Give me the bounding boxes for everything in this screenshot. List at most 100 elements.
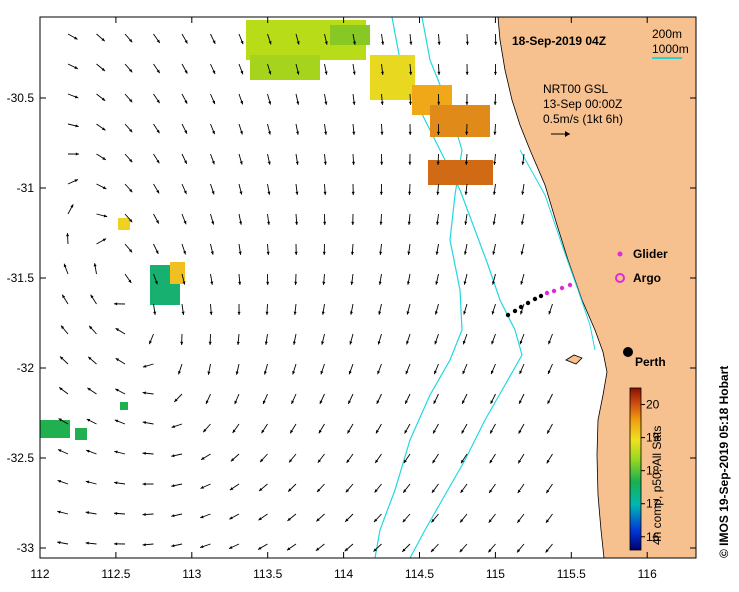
velocity-arrowhead [373,518,378,523]
velocity-arrowhead [266,251,270,255]
velocity-arrowhead [492,191,496,195]
glider-track [505,282,573,318]
velocity-arrowhead [373,548,377,552]
velocity-arrowhead [379,191,383,195]
velocity-arrowhead [380,161,384,165]
velocity-arrowhead [546,459,550,464]
velocity-arrowhead [209,311,213,315]
y-tick-label: -31.5 [7,271,35,285]
velocity-arrowhead [518,459,522,464]
velocity-arrowhead [66,233,70,237]
velocity-arrowhead [408,161,412,165]
velocity-arrowhead [345,488,350,493]
velocity-arrowhead [465,131,469,135]
velocity-arrowhead [114,511,118,515]
velocity-arrowhead [74,66,78,69]
velocity-arrowhead [156,69,160,74]
velocity-arrowhead [463,251,467,255]
velocity-arrowhead [211,221,215,225]
velocity-arrowhead [183,190,187,195]
velocity-arrowhead [174,398,178,402]
velocity-arrowhead [402,518,406,523]
x-tick-label: 116 [638,567,657,581]
velocity-arrowhead [547,370,551,375]
velocity-arrowhead [436,131,440,135]
velocity-arrowhead [261,429,265,434]
x-tick-label: 114 [334,567,353,581]
velocity-arrowhead [290,429,294,434]
velocity-arrowhead [74,36,78,40]
velocity-arrowhead [156,159,160,164]
velocity-arrowhead [128,248,133,253]
velocity-arrowhead [235,371,239,375]
velocity-arrowhead [200,545,204,548]
velocity-arrowhead [90,294,94,299]
velocity-arrowhead [377,341,381,345]
velocity-arrowhead [234,400,238,405]
velocity-arrowhead [349,341,353,345]
velocity-arrowhead [178,370,181,375]
velocity-arrowhead [431,489,436,493]
velocity-arrowhead [184,130,187,134]
velocity-arrowhead [461,459,465,464]
velocity-arrowhead [378,281,382,285]
velocity-arrowhead [293,311,297,315]
velocity-arrowhead [102,238,107,242]
velocity-arrowhead [289,459,293,463]
velocity-arrowhead [437,101,441,105]
velocity-arrowhead [171,484,175,488]
plot-frame [39,16,697,559]
velocity-arrowhead [267,221,271,225]
velocity-arrowhead [260,458,264,463]
velocity-arrowhead [101,97,106,101]
velocity-arrowhead [516,549,521,553]
velocity-arrowhead [351,191,355,195]
velocity-arrowhead [115,358,120,362]
velocity-arrowhead [316,518,320,522]
velocity-arrowhead [171,544,175,548]
velocity-arrowhead [406,340,410,345]
x-tick-label: 115 [486,567,505,581]
velocity-arrowhead [490,430,493,434]
y-tick-label: -30.5 [7,91,35,105]
velocity-arrowhead [405,370,409,375]
velocity-arrowhead [171,514,175,518]
velocity-arrowhead [295,221,299,225]
velocity-arrowhead [239,161,243,165]
velocity-arrowhead [93,263,97,267]
velocity-arrowhead [267,191,271,195]
velocity-arrowhead [520,251,524,255]
velocity-arrowhead [519,370,523,375]
velocity-arrowhead [296,71,300,75]
velocity-arrowhead [258,517,262,521]
velocity-arrowhead [465,101,469,105]
velocity-arrowhead [212,40,216,44]
velocity-arrowhead [321,341,325,345]
velocity-arrowhead [433,430,436,434]
colorbar-ticks: 20 19 18 17 16 [641,398,660,544]
velocity-arrowhead [86,449,90,453]
colorbar-tick-label: 17 [646,497,660,511]
velocity-arrowhead [240,100,244,105]
velocity-arrowhead [322,251,326,255]
y-tick-label: -32 [17,361,35,375]
velocity-arrowhead [85,541,89,545]
velocity-arrowhead [520,221,524,225]
velocity-arrowhead [155,250,159,254]
x-tick-label: 113.5 [253,567,282,581]
velocity-arrowhead [259,487,263,492]
velocity-arrowhead [317,459,321,463]
velocity-arrowhead [520,281,524,285]
velocity-arrowhead [322,281,326,285]
velocity-arrowhead [465,41,469,45]
velocity-arrowhead [348,370,352,375]
velocity-arrowhead [142,482,146,486]
sst-patches [40,20,493,440]
velocity-arrowhead [236,341,240,345]
velocity-arrowhead [155,220,159,224]
velocity-arrowhead [295,161,299,165]
city-label-perth: Perth [635,355,666,369]
velocity-arrowhead [239,221,243,225]
velocity-arrowhead [200,485,204,489]
velocity-arrowhead [493,71,497,75]
